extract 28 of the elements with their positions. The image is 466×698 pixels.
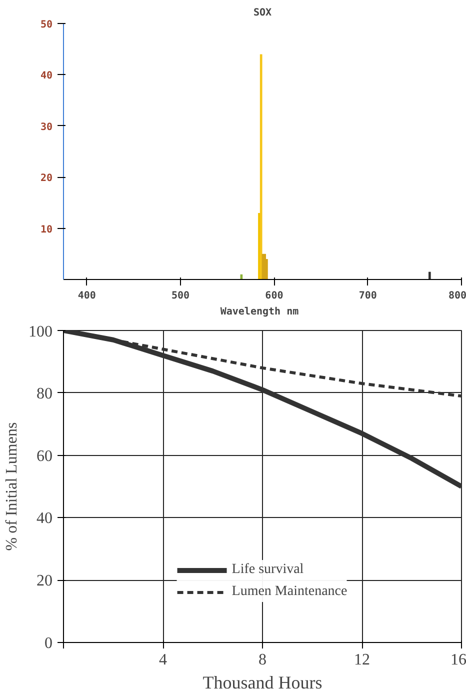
y-tick-label: 80 (36, 385, 52, 402)
x-tick-label: 12 (354, 652, 370, 668)
y-tick-label: 30 (40, 122, 53, 133)
y-tick-label: 60 (36, 448, 52, 465)
y-tick-label: 40 (36, 510, 52, 528)
y-tick-label: 20 (36, 572, 52, 590)
y-tick-label: 0 (44, 635, 52, 652)
legend-label: Lumen Maintenance (232, 584, 348, 600)
x-tick-label: 700 (358, 290, 377, 302)
y-tick-label: 40 (40, 70, 53, 82)
legend-label: Life survival (232, 562, 304, 578)
x-tick-label: 16 (450, 652, 466, 668)
x-tick-label: 800 (448, 290, 466, 302)
y-tick-label: 20 (40, 173, 53, 184)
y-tick-label: 100 (28, 324, 52, 340)
x-tick-label: 600 (265, 290, 284, 302)
x-tick-label: 400 (78, 290, 96, 302)
x-axis-title: Thousand Hours (202, 672, 322, 692)
x-tick-label: 8 (258, 652, 266, 668)
x-tick-label: 500 (172, 290, 190, 302)
x-axis-title: Wavelength nm (220, 306, 299, 318)
chart-title: SOX (253, 8, 272, 18)
y-tick-label: 10 (40, 224, 53, 236)
bar (428, 272, 431, 280)
y-axis-title: % of Initial Lumens (4, 422, 20, 551)
bar (260, 54, 262, 280)
x-tick-label: 4 (159, 652, 167, 668)
y-tick-label: 50 (40, 20, 53, 30)
